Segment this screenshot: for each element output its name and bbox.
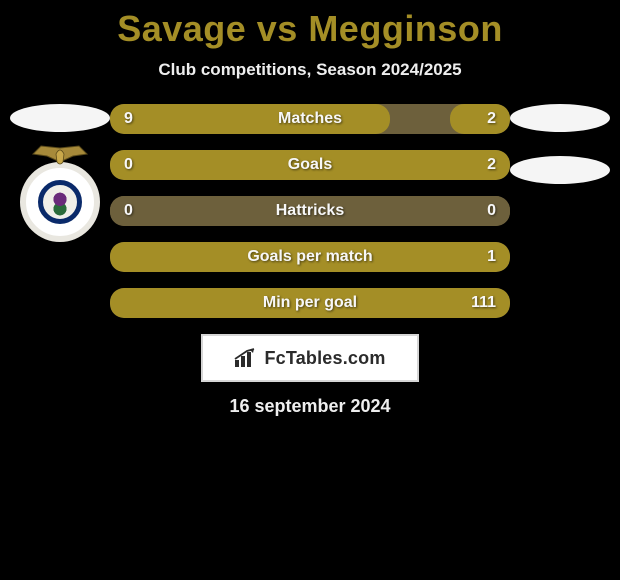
player-right-oval-1 <box>510 104 610 132</box>
stat-row: 00Hattricks <box>110 196 510 226</box>
player-right-oval-2 <box>510 156 610 184</box>
source-logo-text: FcTables.com <box>264 348 385 369</box>
comparison-card: Savage vs Megginson Club competitions, S… <box>0 0 620 417</box>
stat-label: Goals per match <box>110 242 510 272</box>
player-left-oval <box>10 104 110 132</box>
stat-label: Min per goal <box>110 288 510 318</box>
date-line: 16 september 2024 <box>0 396 620 417</box>
stats-rows: 92Matches 02Goals 00Hattricks 1Goals per ma… <box>110 104 510 318</box>
club-badge-ring <box>20 162 100 242</box>
subtitle: Club competitions, Season 2024/2025 <box>0 60 620 80</box>
club-badge-eagle <box>27 144 93 174</box>
stat-row: 92Matches <box>110 104 510 134</box>
stat-label: Goals <box>110 150 510 180</box>
stat-row: 02Goals <box>110 150 510 180</box>
stats-area: 92Matches 02Goals 00Hattricks 1Goals per ma… <box>0 104 620 318</box>
club-badge-left <box>20 152 100 248</box>
stat-row: 111Min per goal <box>110 288 510 318</box>
club-badge-thistle <box>38 180 82 224</box>
stat-label: Matches <box>110 104 510 134</box>
source-logo[interactable]: FcTables.com <box>201 334 419 382</box>
bar-chart-icon <box>234 348 258 368</box>
stat-label: Hattricks <box>110 196 510 226</box>
stat-row: 1Goals per match <box>110 242 510 272</box>
page-title: Savage vs Megginson <box>0 8 620 50</box>
